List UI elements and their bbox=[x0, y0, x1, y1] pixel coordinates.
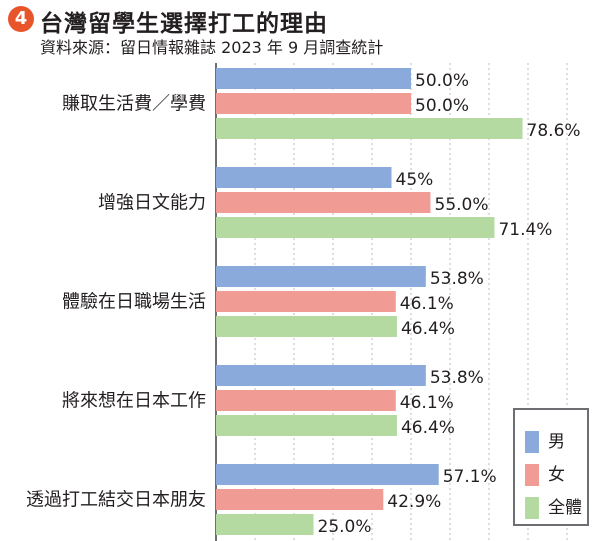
data-label: 50.0% bbox=[415, 71, 469, 91]
legend-label-all: 全體 bbox=[548, 498, 582, 518]
data-label: 46.4% bbox=[401, 319, 455, 339]
legend-swatch-all bbox=[525, 497, 539, 519]
bar bbox=[216, 316, 397, 337]
figure-number-badge: 4 bbox=[8, 6, 34, 32]
bar bbox=[216, 266, 426, 287]
chart-title: 台灣留學生選擇打工的理由 bbox=[40, 11, 328, 37]
legend-label-male: 男 bbox=[548, 432, 565, 452]
data-label: 46.1% bbox=[400, 294, 454, 314]
legend-swatch-male bbox=[525, 431, 539, 453]
bar bbox=[216, 390, 396, 411]
category-label: 體驗在日職場生活 bbox=[62, 292, 206, 313]
data-label: 57.1% bbox=[443, 467, 497, 487]
category-label: 賺取生活費／學費 bbox=[62, 94, 206, 115]
bar bbox=[216, 217, 495, 238]
bar bbox=[216, 68, 411, 89]
data-label: 45% bbox=[396, 170, 434, 190]
data-label: 46.4% bbox=[401, 418, 455, 438]
bar bbox=[216, 192, 431, 213]
data-label: 55.0% bbox=[435, 195, 489, 215]
bar bbox=[216, 415, 397, 436]
data-source-note: 資料來源：留日情報雜誌 2023 年 9 月調查統計 bbox=[40, 38, 384, 57]
category-label: 將來想在日本工作 bbox=[62, 391, 206, 412]
data-label: 78.6% bbox=[527, 121, 581, 141]
data-label: 53.8% bbox=[430, 269, 484, 289]
category-label: 透過打工結交日本朋友 bbox=[26, 490, 206, 511]
data-label: 50.0% bbox=[415, 96, 469, 116]
data-label: 71.4% bbox=[498, 220, 552, 240]
chart-legend: 男 女 全體 bbox=[513, 408, 589, 526]
bar bbox=[216, 291, 396, 312]
bar bbox=[216, 118, 523, 139]
data-label: 42.9% bbox=[387, 492, 441, 512]
bar bbox=[216, 514, 314, 535]
legend-label-female: 女 bbox=[548, 465, 565, 485]
bar bbox=[216, 167, 392, 188]
legend-swatch-female bbox=[525, 464, 539, 486]
bar bbox=[216, 464, 439, 485]
data-label: 53.8% bbox=[430, 368, 484, 388]
bar bbox=[216, 489, 384, 510]
bar bbox=[216, 93, 411, 114]
data-label: 46.1% bbox=[400, 393, 454, 413]
data-label: 25.0% bbox=[318, 517, 372, 537]
category-label: 增強日文能力 bbox=[98, 193, 206, 214]
bar bbox=[216, 365, 426, 386]
